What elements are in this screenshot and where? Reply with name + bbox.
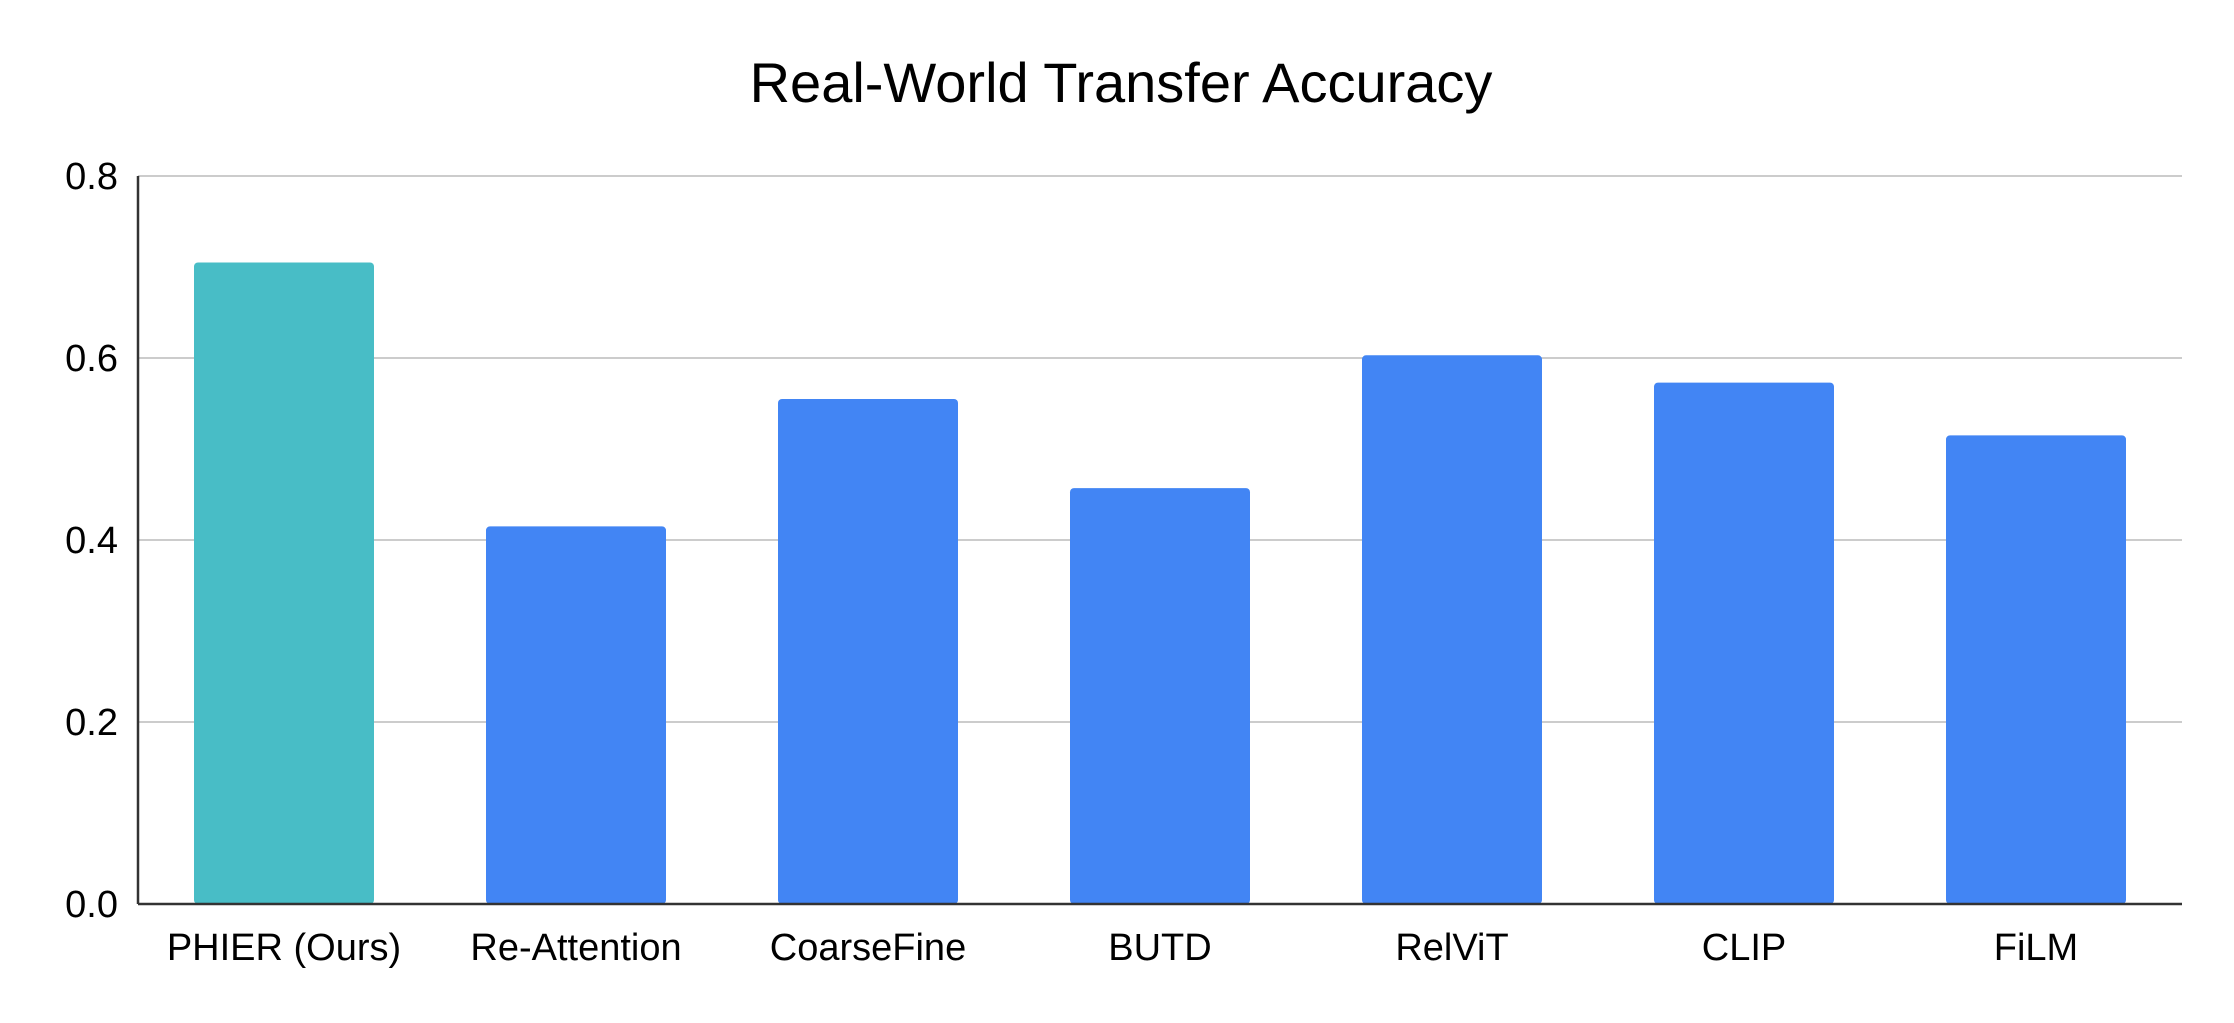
- y-tick-label: 0.2: [65, 702, 118, 744]
- bar: [486, 526, 666, 904]
- bar: [194, 262, 374, 904]
- chart-title: Real-World Transfer Accuracy: [750, 51, 1493, 114]
- x-category-label: PHIER (Ours): [167, 927, 401, 969]
- bar: [1946, 435, 2126, 904]
- x-category-label: FiLM: [1994, 927, 2078, 969]
- bar: [1362, 355, 1542, 904]
- bar: [1070, 488, 1250, 904]
- bar: [1654, 382, 1834, 904]
- x-category-label: BUTD: [1108, 927, 1211, 969]
- y-axis-tick-labels: 0.0 0.2 0.4 0.6 0.8: [65, 156, 118, 926]
- x-axis-category-labels: PHIER (Ours) Re-Attention CoarseFine BUTD Re…: [167, 927, 2078, 969]
- y-tick-label: 0.6: [65, 338, 118, 380]
- x-category-label: CoarseFine: [770, 927, 966, 969]
- x-category-label: CLIP: [1702, 927, 1786, 969]
- bar: [778, 398, 958, 904]
- x-category-label: Re-Attention: [470, 927, 681, 969]
- bars: [194, 262, 2126, 904]
- y-tick-label: 0.8: [65, 156, 118, 198]
- y-tick-label: 0.0: [65, 884, 118, 926]
- axes: [136, 176, 2182, 906]
- y-tick-label: 0.4: [65, 520, 118, 562]
- x-category-label: RelViT: [1395, 927, 1508, 969]
